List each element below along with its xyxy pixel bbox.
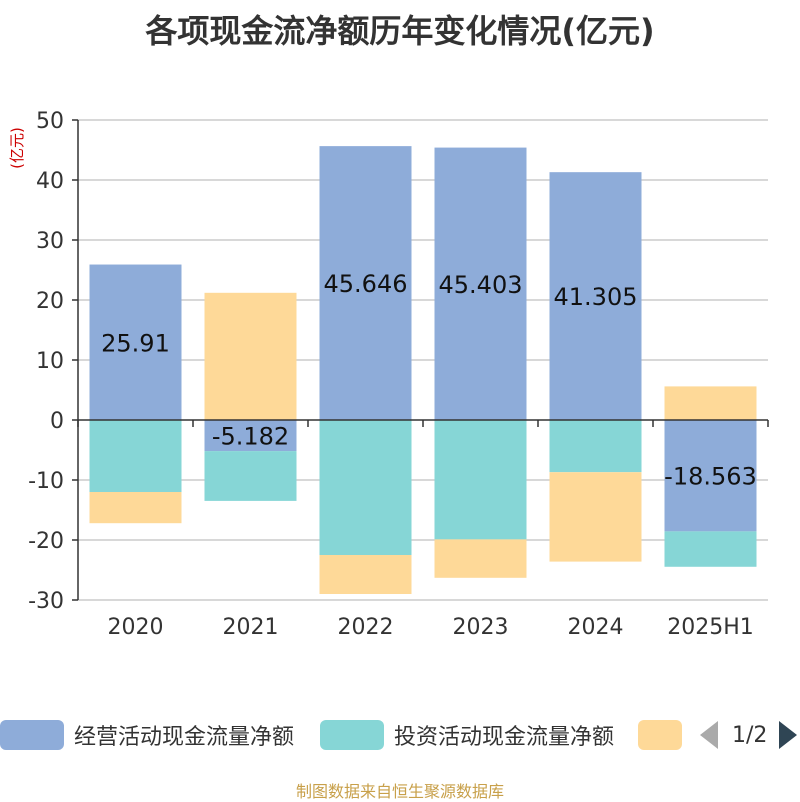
data-label: 25.91: [101, 329, 170, 357]
grid-lines: [78, 119, 768, 601]
data-label: 45.646: [324, 270, 408, 298]
data-label: 45.403: [439, 271, 523, 299]
bar-series-3-2020[interactable]: [89, 492, 182, 524]
legend-swatch: [0, 720, 64, 750]
x-tick-label: 2024: [568, 615, 624, 640]
bar-series-3-2024[interactable]: [549, 472, 642, 562]
legend-page-indicator: 1/2: [732, 722, 768, 748]
bar-series-2-2025H1[interactable]: [664, 531, 757, 567]
bar-series-1-2022[interactable]: [319, 146, 412, 420]
y-tick-label: 30: [36, 229, 64, 254]
legend-item-investing[interactable]: 投资活动现金流量净额: [320, 718, 614, 752]
x-tick-label: 2021: [223, 615, 279, 640]
y-tick-label: -30: [28, 589, 64, 614]
bar-series-1-2023[interactable]: [434, 147, 527, 420]
bar-series-2-2023[interactable]: [434, 420, 527, 540]
x-tick-label: 2020: [108, 615, 164, 640]
legend-label: 投资活动现金流量净额: [394, 725, 615, 750]
y-tick-label: 50: [36, 109, 64, 134]
y-tick-label: 10: [36, 349, 64, 374]
bar-series-3-2025H1[interactable]: [664, 386, 757, 420]
bar-series-2-2021[interactable]: [204, 451, 297, 501]
legend-swatch: [638, 720, 682, 750]
legend: 经营活动现金流量净额 投资活动现金流量净额 1/2: [0, 718, 800, 752]
legend-item-operating[interactable]: 经营活动现金流量净额: [0, 718, 294, 752]
bar-series-2-2024[interactable]: [549, 420, 642, 473]
source-note: 制图数据来自恒生聚源数据库: [295, 782, 504, 801]
y-tick-label: -20: [28, 529, 64, 554]
y-axis-unit-label: (亿元): [8, 127, 26, 169]
bar-series-3-2021[interactable]: [204, 292, 297, 420]
chevron-left-icon[interactable]: [700, 721, 718, 749]
chart-title: 各项现金流净额历年变化情况(亿元): [145, 12, 655, 50]
x-tick-label: 2025H1: [667, 615, 754, 640]
y-tick-label: 20: [36, 289, 64, 314]
bar-series-1-2020[interactable]: [89, 264, 182, 420]
legend-label: 经营活动现金流量净额: [74, 725, 295, 750]
bar-series-1-2025H1[interactable]: [664, 420, 757, 532]
legend-swatch: [320, 720, 384, 750]
bar-series-3-2023[interactable]: [434, 539, 527, 578]
bar-series-1-2021[interactable]: [204, 420, 297, 452]
bars: [89, 146, 757, 594]
y-tick-label: 40: [36, 169, 64, 194]
y-tick-label: 0: [50, 409, 64, 434]
data-label: -5.182: [212, 423, 289, 451]
bar-series-2-2020[interactable]: [89, 420, 182, 492]
data-label: 41.305: [554, 283, 638, 311]
data-labels: 25.91 -5.182 45.646 45.403 41.305 -18.563: [101, 270, 757, 491]
bar-series-3-2022[interactable]: [319, 555, 412, 594]
x-tick-label: 2023: [453, 615, 509, 640]
legend-pager: 1/2: [700, 718, 798, 752]
x-tick-label: 2022: [338, 615, 394, 640]
y-tick-label: -10: [28, 469, 64, 494]
axes: 50 40 30 20 10 0 -10 -20 -30 2020 2021 2022 2023 2024…: [28, 109, 769, 640]
data-label: -18.563: [664, 463, 757, 491]
bar-series-2-2022[interactable]: [319, 420, 412, 555]
bar-series-1-2024[interactable]: [549, 172, 642, 420]
chevron-right-icon[interactable]: [779, 721, 798, 749]
legend-item-financing[interactable]: [638, 718, 682, 752]
